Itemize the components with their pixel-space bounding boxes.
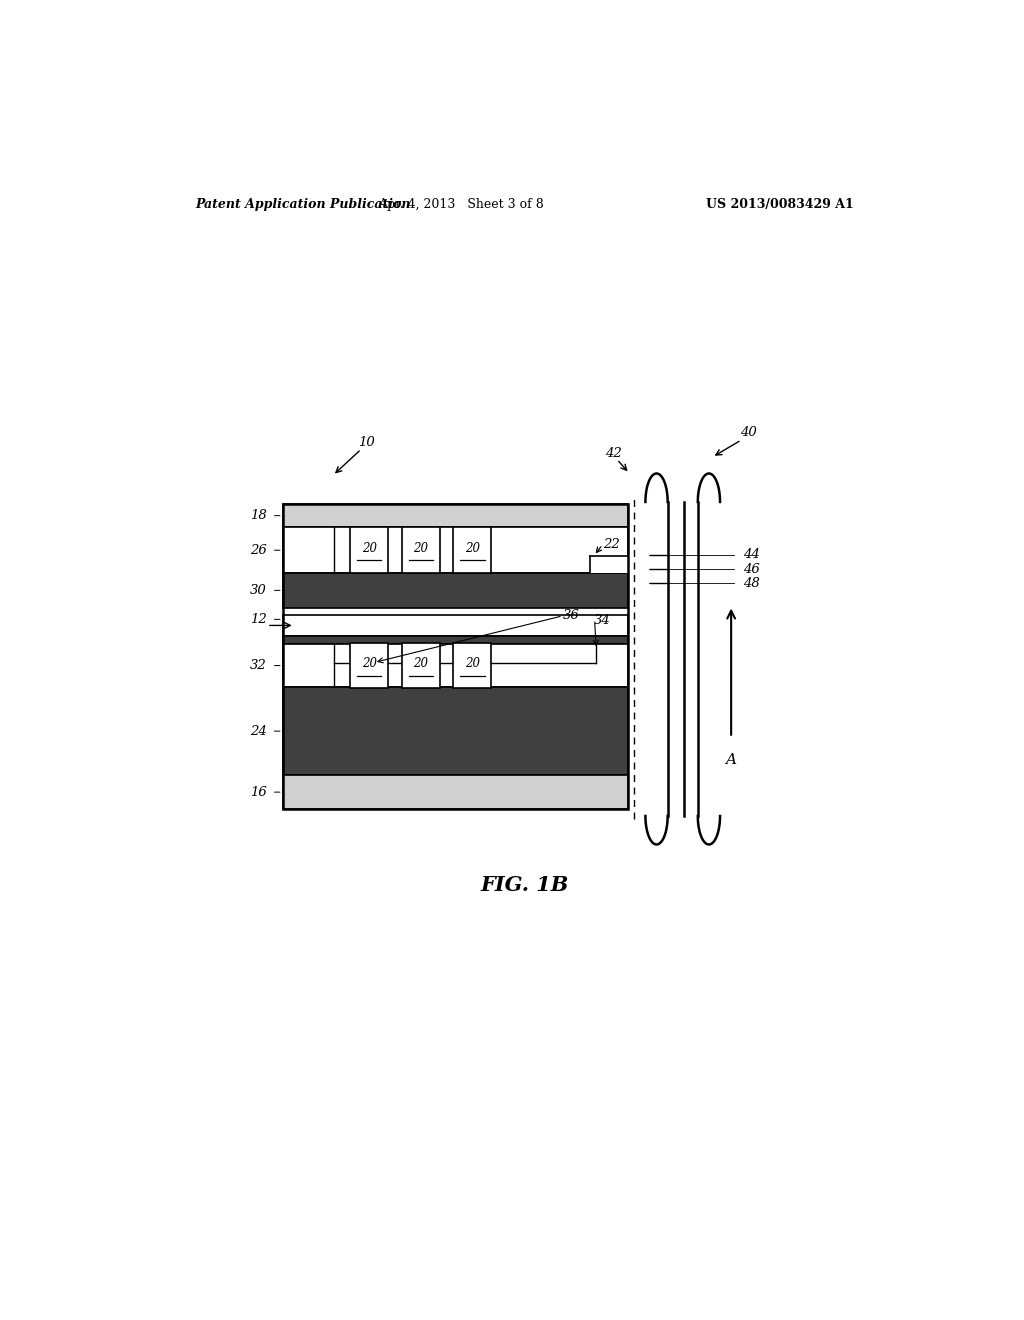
Bar <box>283 775 628 809</box>
Bar <box>350 643 388 689</box>
Bar <box>283 644 628 686</box>
Text: 42: 42 <box>605 446 622 459</box>
Text: 44: 44 <box>743 548 760 561</box>
Text: 34: 34 <box>594 614 610 627</box>
Text: 12: 12 <box>250 612 267 626</box>
Text: 30: 30 <box>250 583 267 597</box>
Text: Patent Application Publication: Patent Application Publication <box>196 198 411 211</box>
Text: 20: 20 <box>465 541 480 554</box>
Text: 20: 20 <box>414 657 428 671</box>
Bar <box>283 504 628 809</box>
Bar <box>401 528 440 573</box>
Bar <box>283 615 628 636</box>
Text: 48: 48 <box>743 577 760 590</box>
Text: 46: 46 <box>743 562 760 576</box>
Bar <box>283 528 628 573</box>
Text: 36: 36 <box>563 610 580 622</box>
Text: FIG. 1B: FIG. 1B <box>480 875 569 895</box>
Text: 20: 20 <box>361 541 377 554</box>
Bar <box>283 686 628 775</box>
Bar <box>401 643 440 689</box>
Text: 32: 32 <box>250 659 267 672</box>
Bar <box>454 528 492 573</box>
Bar <box>283 504 628 528</box>
Bar <box>350 528 388 573</box>
Bar <box>283 573 628 607</box>
Text: 20: 20 <box>414 541 428 554</box>
Text: 20: 20 <box>361 657 377 671</box>
Bar <box>283 636 628 644</box>
Bar <box>590 556 628 573</box>
Text: A: A <box>726 752 736 767</box>
Text: 22: 22 <box>602 539 620 552</box>
Text: 18: 18 <box>250 510 267 523</box>
Text: 10: 10 <box>357 437 375 450</box>
Text: Apr. 4, 2013   Sheet 3 of 8: Apr. 4, 2013 Sheet 3 of 8 <box>379 198 544 211</box>
Text: 40: 40 <box>740 426 757 440</box>
Text: 16: 16 <box>250 785 267 799</box>
Text: US 2013/0083429 A1: US 2013/0083429 A1 <box>707 198 854 211</box>
Text: 24: 24 <box>250 725 267 738</box>
Text: 20: 20 <box>465 657 480 671</box>
Text: 26: 26 <box>250 544 267 557</box>
Bar <box>454 643 492 689</box>
